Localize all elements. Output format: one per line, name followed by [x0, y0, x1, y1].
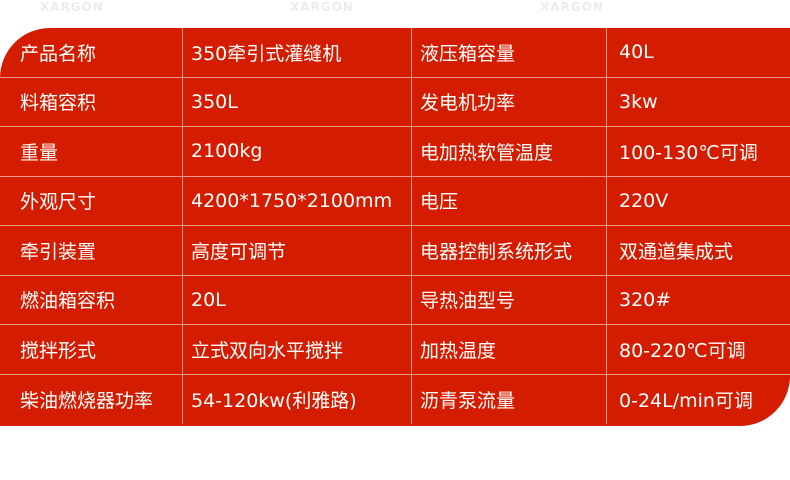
- spec-label: 产品名称: [0, 28, 183, 77]
- spec-label: 电器控制系统形式: [412, 226, 607, 275]
- table-row: 柴油燃烧器功率 54-120kw(利雅路) 沥青泵流量 0-24L/min可调: [0, 374, 790, 424]
- spec-value: 3kw: [619, 90, 658, 113]
- spec-label: 发电机功率: [412, 77, 607, 126]
- table-row: 搅拌形式 立式双向水平搅拌 加热温度 80-220℃可调: [0, 325, 790, 375]
- spec-value: 40L: [619, 41, 654, 64]
- spec-value: 0-24L/min可调: [619, 389, 753, 412]
- spec-label: 液压箱容量: [412, 28, 607, 77]
- watermark-logo: XARGON: [40, 0, 104, 14]
- spec-label: 加热温度: [412, 325, 607, 374]
- spec-table: 产品名称 350牵引式灌缝机 液压箱容量 40L 料箱容积 350L 发电机功率 3kw 重量 2…: [0, 28, 790, 426]
- spec-value: 320#: [619, 288, 672, 311]
- spec-value: 100-130℃可调: [619, 141, 758, 164]
- spec-value: 350牵引式灌缝机: [183, 28, 412, 77]
- spec-label: 牵引装置: [0, 226, 183, 275]
- spec-value: 80-220℃可调: [619, 339, 746, 362]
- spec-label: 电加热软管温度: [412, 127, 607, 176]
- spec-label: 重量: [0, 127, 183, 176]
- spec-value: 4200*1750*2100mm: [183, 176, 412, 225]
- spec-value: 220V: [619, 189, 669, 212]
- spec-value: 20L: [183, 275, 412, 324]
- spec-label: 燃油箱容积: [0, 275, 183, 324]
- spec-label: 搅拌形式: [0, 325, 183, 374]
- spec-label: 柴油燃烧器功率: [0, 374, 183, 424]
- watermark-logo: XARGON: [540, 0, 604, 14]
- table-row: 外观尺寸 4200*1750*2100mm 电压 220V: [0, 176, 790, 226]
- table-row: 产品名称 350牵引式灌缝机 液压箱容量 40L: [0, 28, 790, 78]
- watermark-logo: XARGON: [290, 0, 354, 14]
- spec-value: 54-120kw(利雅路): [183, 374, 412, 424]
- spec-label: 导热油型号: [412, 275, 607, 324]
- table-row: 料箱容积 350L 发电机功率 3kw: [0, 77, 790, 127]
- spec-value: 立式双向水平搅拌: [183, 325, 412, 374]
- spec-label: 沥青泵流量: [412, 374, 607, 424]
- table-row: 重量 2100kg 电加热软管温度 100-130℃可调: [0, 127, 790, 177]
- spec-value: 双通道集成式: [619, 240, 734, 263]
- spec-label: 外观尺寸: [0, 176, 183, 225]
- spec-label: 料箱容积: [0, 77, 183, 126]
- table-row: 燃油箱容积 20L 导热油型号 320#: [0, 275, 790, 325]
- spec-value: 高度可调节: [183, 226, 412, 275]
- spec-label: 电压: [412, 176, 607, 225]
- table-row: 牵引装置 高度可调节 电器控制系统形式 双通道集成式: [0, 226, 790, 276]
- spec-value: 2100kg: [183, 127, 412, 176]
- spec-value: 350L: [183, 77, 412, 126]
